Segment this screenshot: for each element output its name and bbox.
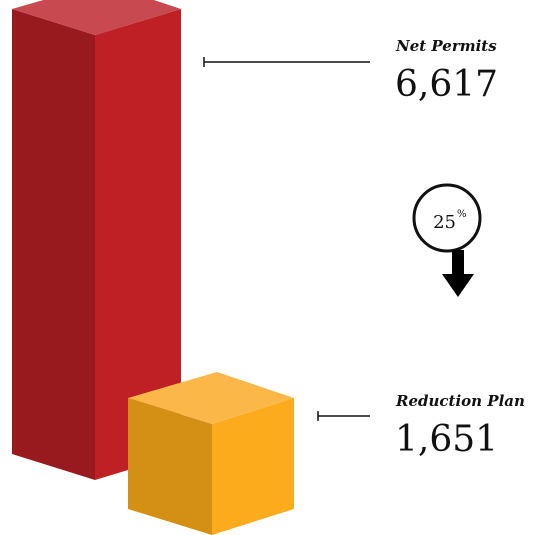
percent-change-badge: 25 % bbox=[412, 183, 482, 297]
label-reduction-plan: Reduction Plan bbox=[395, 392, 525, 410]
badge-circle bbox=[412, 183, 482, 253]
leader-net-permits bbox=[203, 57, 370, 67]
value-net-permits: 6,617 bbox=[395, 64, 498, 105]
down-arrow-icon bbox=[442, 250, 474, 297]
bar-front-reduction-plan bbox=[212, 397, 294, 535]
bar-front-net-permits bbox=[95, 9, 181, 480]
bar-side-reduction-plan bbox=[128, 397, 212, 535]
bar-top-net-permits bbox=[12, 0, 181, 35]
percent-value: 25 bbox=[433, 212, 456, 233]
percent-sign: % bbox=[457, 209, 467, 220]
value-reduction-plan: 1,651 bbox=[395, 419, 498, 460]
bars-group bbox=[12, 0, 294, 535]
bar-reduction-plan bbox=[128, 371, 294, 535]
leader-reduction-plan bbox=[317, 411, 370, 421]
bar-net-permits bbox=[12, 0, 181, 480]
bar-side-net-permits bbox=[12, 9, 95, 480]
bar-top-reduction-plan bbox=[128, 371, 294, 424]
label-net-permits: Net Permits bbox=[395, 37, 497, 55]
